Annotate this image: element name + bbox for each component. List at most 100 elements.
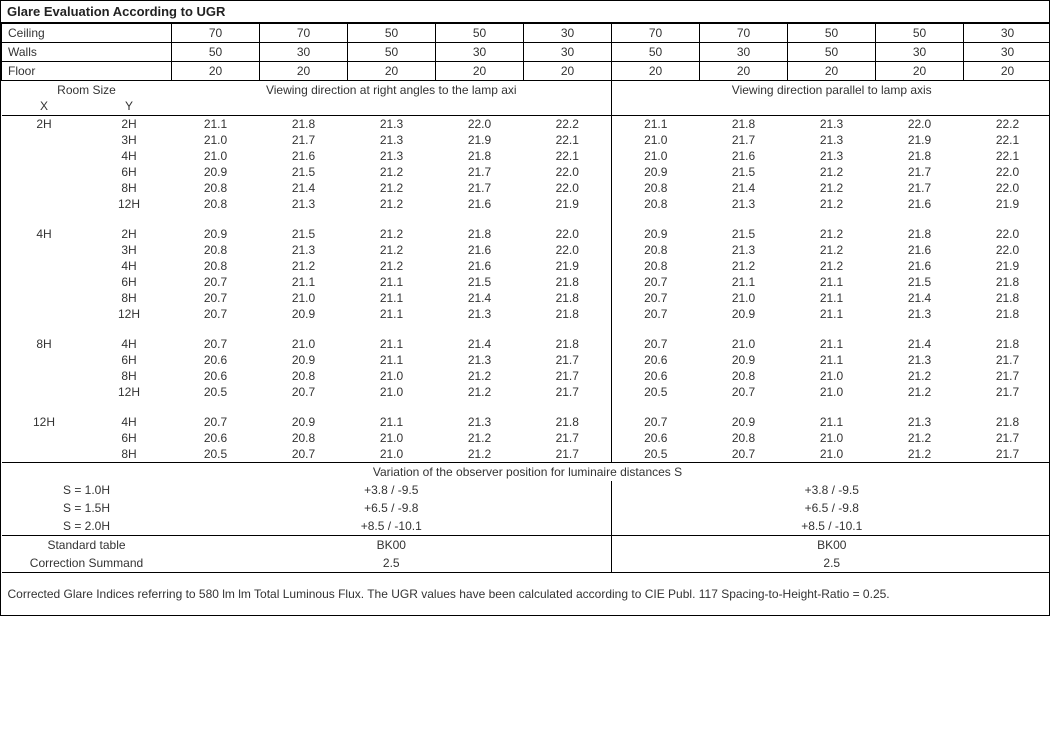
standard-row: Correction Summand2.52.5 bbox=[2, 554, 1050, 573]
cell-value: 21.2 bbox=[788, 180, 876, 196]
cell-value: 21.2 bbox=[348, 226, 436, 242]
cell-value: 20.9 bbox=[260, 306, 348, 322]
cell-value: 21.0 bbox=[788, 368, 876, 384]
cell-value: 20.6 bbox=[172, 368, 260, 384]
cell-y: 12H bbox=[87, 384, 172, 400]
cell-value: 21.7 bbox=[524, 384, 612, 400]
cell-value: 20.9 bbox=[260, 414, 348, 430]
cell-value: 21.0 bbox=[348, 384, 436, 400]
cell-value: 21.8 bbox=[700, 116, 788, 133]
cell-value: 21.2 bbox=[788, 196, 876, 212]
standard-block: Standard tableBK00BK00Correction Summand… bbox=[2, 536, 1050, 573]
cell-y: 6H bbox=[87, 164, 172, 180]
cell-x bbox=[2, 446, 87, 463]
cell-value: 21.3 bbox=[260, 242, 348, 258]
cell-value: 20.9 bbox=[260, 352, 348, 368]
cell-y: 8H bbox=[87, 290, 172, 306]
header-value: 30 bbox=[876, 43, 964, 62]
cell-value: 20.7 bbox=[260, 384, 348, 400]
cell-value: 21.2 bbox=[788, 164, 876, 180]
cell-value: 21.3 bbox=[700, 196, 788, 212]
variation-row: S = 1.0H+3.8 / -9.5+3.8 / -9.5 bbox=[2, 481, 1050, 499]
cell-value: 21.1 bbox=[788, 352, 876, 368]
cell-value: 21.1 bbox=[348, 306, 436, 322]
cell-value: 20.6 bbox=[612, 352, 700, 368]
variation-row: S = 2.0H+8.5 / -10.1+8.5 / -10.1 bbox=[2, 517, 1050, 536]
cell-value: 21.7 bbox=[964, 446, 1050, 463]
cell-value: 21.2 bbox=[348, 258, 436, 274]
cell-value: 21.0 bbox=[260, 336, 348, 352]
header-value: 20 bbox=[612, 62, 700, 81]
viewing-right-label: Viewing direction parallel to lamp axis bbox=[612, 81, 1050, 100]
cell-value: 21.7 bbox=[876, 180, 964, 196]
cell-value: 21.6 bbox=[436, 242, 524, 258]
header-value: 50 bbox=[788, 24, 876, 43]
header-value: 70 bbox=[172, 24, 260, 43]
cell-value: 22.1 bbox=[524, 148, 612, 164]
cell-value: 21.2 bbox=[348, 196, 436, 212]
cell-value: 20.7 bbox=[612, 274, 700, 290]
cell-value: 21.9 bbox=[876, 132, 964, 148]
cell-x: 2H bbox=[2, 116, 87, 133]
cell-value: 21.2 bbox=[788, 242, 876, 258]
cell-value: 21.2 bbox=[788, 258, 876, 274]
cell-value: 21.3 bbox=[788, 148, 876, 164]
cell-y: 4H bbox=[87, 258, 172, 274]
cell-value: 21.5 bbox=[700, 226, 788, 242]
cell-value: 20.6 bbox=[172, 352, 260, 368]
cell-value: 21.0 bbox=[260, 290, 348, 306]
cell-value: 21.0 bbox=[612, 132, 700, 148]
cell-value: 21.8 bbox=[876, 148, 964, 164]
cell-value: 20.8 bbox=[612, 196, 700, 212]
cell-y: 12H bbox=[87, 306, 172, 322]
cell-value: 21.7 bbox=[436, 164, 524, 180]
cell-value: 21.6 bbox=[876, 242, 964, 258]
table-row: 4H2H20.921.521.221.822.020.921.521.221.8… bbox=[2, 226, 1050, 242]
cell-value: 21.6 bbox=[436, 258, 524, 274]
header-value: 30 bbox=[260, 43, 348, 62]
cell-value: 20.6 bbox=[612, 368, 700, 384]
cell-value: 20.8 bbox=[700, 430, 788, 446]
cell-value: 21.7 bbox=[700, 132, 788, 148]
cell-value: 21.7 bbox=[524, 368, 612, 384]
cell-x bbox=[2, 430, 87, 446]
variation-label: S = 2.0H bbox=[2, 517, 172, 536]
cell-value: 21.0 bbox=[172, 148, 260, 164]
cell-value: 21.3 bbox=[348, 116, 436, 133]
cell-value: 20.8 bbox=[612, 258, 700, 274]
header-value: 30 bbox=[700, 43, 788, 62]
cell-x bbox=[2, 180, 87, 196]
header-value: 30 bbox=[524, 24, 612, 43]
cell-value: 21.8 bbox=[524, 274, 612, 290]
cell-value: 21.1 bbox=[700, 274, 788, 290]
variation-right: +6.5 / -9.8 bbox=[612, 499, 1050, 517]
cell-value: 21.7 bbox=[876, 164, 964, 180]
cell-value: 21.8 bbox=[524, 414, 612, 430]
cell-value: 21.2 bbox=[348, 180, 436, 196]
room-size-label: Room Size bbox=[2, 81, 172, 100]
ugr-table-container: Glare Evaluation According to UGR Ceilin… bbox=[0, 0, 1050, 616]
cell-y: 3H bbox=[87, 242, 172, 258]
cell-value: 21.1 bbox=[788, 414, 876, 430]
cell-value: 21.1 bbox=[172, 116, 260, 133]
cell-value: 21.9 bbox=[964, 258, 1050, 274]
cell-value: 22.0 bbox=[436, 116, 524, 133]
header-value: 70 bbox=[700, 24, 788, 43]
table-row: 6H20.921.521.221.722.020.921.521.221.722… bbox=[2, 164, 1050, 180]
table-row: 12H20.520.721.021.221.720.520.721.021.22… bbox=[2, 384, 1050, 400]
header-value: 50 bbox=[348, 24, 436, 43]
cell-value: 22.1 bbox=[524, 132, 612, 148]
cell-value: 21.4 bbox=[876, 290, 964, 306]
cell-value: 21.2 bbox=[876, 384, 964, 400]
viewing-left-label: Viewing direction at right angles to the… bbox=[172, 81, 612, 100]
cell-value: 21.7 bbox=[260, 132, 348, 148]
cell-x bbox=[2, 258, 87, 274]
table-title: Glare Evaluation According to UGR bbox=[1, 1, 1049, 23]
header-value: 30 bbox=[964, 24, 1050, 43]
cell-y: 6H bbox=[87, 352, 172, 368]
variation-rows: S = 1.0H+3.8 / -9.5+3.8 / -9.5S = 1.5H+6… bbox=[2, 481, 1050, 536]
variation-label: S = 1.0H bbox=[2, 481, 172, 499]
cell-value: 21.8 bbox=[964, 274, 1050, 290]
cell-value: 20.6 bbox=[172, 430, 260, 446]
cell-value: 20.8 bbox=[172, 242, 260, 258]
